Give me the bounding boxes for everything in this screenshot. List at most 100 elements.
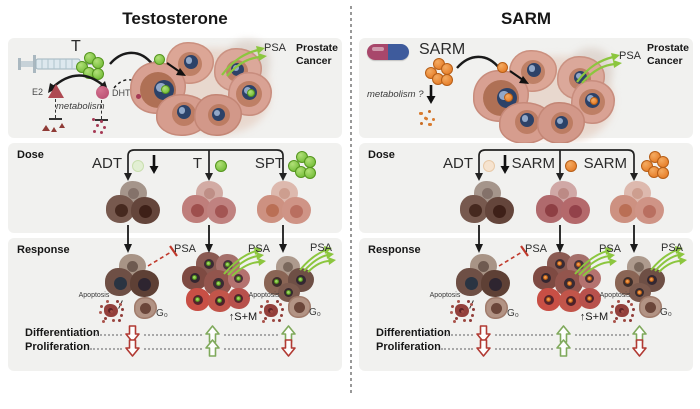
dht-label: DHT [112,88,131,98]
s-plus-m-label: ↑S+M [579,311,609,323]
dose-response-connector [630,225,638,253]
apoptotic-cell [449,299,475,323]
psa-secretion-arrows [574,247,617,277]
decrease-arrow-icon [149,155,159,174]
adt-cell-trio [459,181,515,231]
testosterone-in-nucleus [161,85,170,94]
condition-t-label: T [192,155,202,172]
psa-secretion-arrows [299,246,336,273]
sarm-in-nucleus [504,93,513,102]
psa-secretion-arrows [576,53,622,84]
psa-inhibition [147,245,178,267]
psa-label: PSA [248,243,271,255]
e2-inhibition-bar [49,118,62,120]
proliferation-arrow-1 [125,339,140,357]
g0-cell [288,296,311,318]
proliferation-arrow-1 [476,339,491,357]
differentiation-arrow-1 [476,325,491,343]
psa-secretion-arrows [223,247,266,277]
apoptotic-cell [609,299,635,323]
spt-cell-trio [256,181,312,231]
sarm-panel-group: SARM SARM metabolism ? [351,0,700,409]
dose-response-connector [475,225,483,253]
testosterone-panel-group: Testosterone T [0,0,349,409]
dht-in-cell [136,94,141,99]
apoptosis-label: Apoptosis [599,292,631,299]
prostate-cancer-cell-cluster [130,40,272,138]
e2-inhibition-line [55,99,56,118]
psa-label: PSA [661,242,684,254]
adt-response-cells [455,254,511,304]
dht-inhibition-line [101,100,102,119]
g0-cell [485,297,508,319]
sarm-high-cell-trio [609,181,665,231]
g0-label: G₀ [660,307,672,318]
sarm-metabolite-debris [419,110,439,126]
testosterone-dot [215,160,227,172]
cancer-cell [537,102,585,144]
sarm-cell-trio [535,181,591,231]
ligand-label: SARM [419,41,466,58]
condition-adt-label: ADT [92,155,122,172]
g0-label: G₀ [156,308,168,319]
vertical-dashed-divider [350,6,352,396]
dose-section-label: Dose [368,149,395,161]
dotted-line [90,348,122,350]
nuclear-entry-arrow [166,62,186,76]
response-section-label: Response [17,244,70,256]
condition-sarm-label: SARM [511,155,555,172]
s-plus-m-label: ↑S+M [228,311,258,323]
proliferation-arrow-3 [632,339,647,357]
psa-secretion-arrows [650,246,687,273]
dotted-line [224,334,278,336]
apoptotic-cell [98,299,124,323]
dotted-line [224,348,278,350]
proliferation-arrow-2 [556,339,571,357]
apoptotic-cell [258,299,284,323]
t-cell-trio [181,181,237,231]
psa-label: PSA [619,50,642,62]
cancer-cell-psa [228,72,272,116]
g0-cell [134,297,157,319]
differentiation-label: Differentiation [25,327,100,339]
proliferation-label: Proliferation [376,341,441,353]
dose-response-connector [205,225,213,253]
testosterone-mechanism-panel: T E2 DHT [8,38,342,138]
response-section-label: Response [368,244,421,256]
condition-spt-label: SPT [254,155,284,172]
dotted-line [495,348,553,350]
dose-section-label: Dose [17,149,44,161]
apoptosis-label: Apoptosis [248,292,280,299]
adt-response-cells [104,254,160,304]
high-sarm-cluster [641,151,671,181]
decrease-arrow-icon [500,155,510,174]
nuclear-entry-arrow [509,70,529,84]
right-title: SARM [500,9,552,28]
g0-cell [639,296,662,318]
sarm-dot [565,160,577,172]
free-testosterone-molecule [154,54,165,65]
dose-bracket [475,149,638,181]
decrease-arrow-icon [426,85,436,104]
sarm-molecule-cluster [425,58,455,88]
free-sarm-molecule [497,62,508,73]
prostate-cancer-label: Prostate Cancer [647,42,690,67]
dotted-line [144,348,202,350]
proliferation-arrow-3 [281,339,296,357]
e2-triangle-icon [48,84,64,98]
proliferation-arrow-2 [205,339,220,357]
dotted-line [96,334,122,336]
psa-label: PSA [174,243,197,255]
dht-metabolite-debris [92,118,110,134]
testosterone-dose-panel: Dose ADT T SPT [8,143,342,233]
e2-label: E2 [32,87,44,97]
psa-inhibition [498,245,529,267]
low-testosterone-dot [132,160,144,172]
sarm-mechanism-panel: SARM metabolism ? [359,38,693,144]
dotted-line [144,334,202,336]
ligand-label: T [71,38,81,55]
left-title: Testosterone [122,9,228,28]
dose-bracket [124,149,287,181]
dotted-line [575,348,629,350]
g0-label: G₀ [309,307,321,318]
